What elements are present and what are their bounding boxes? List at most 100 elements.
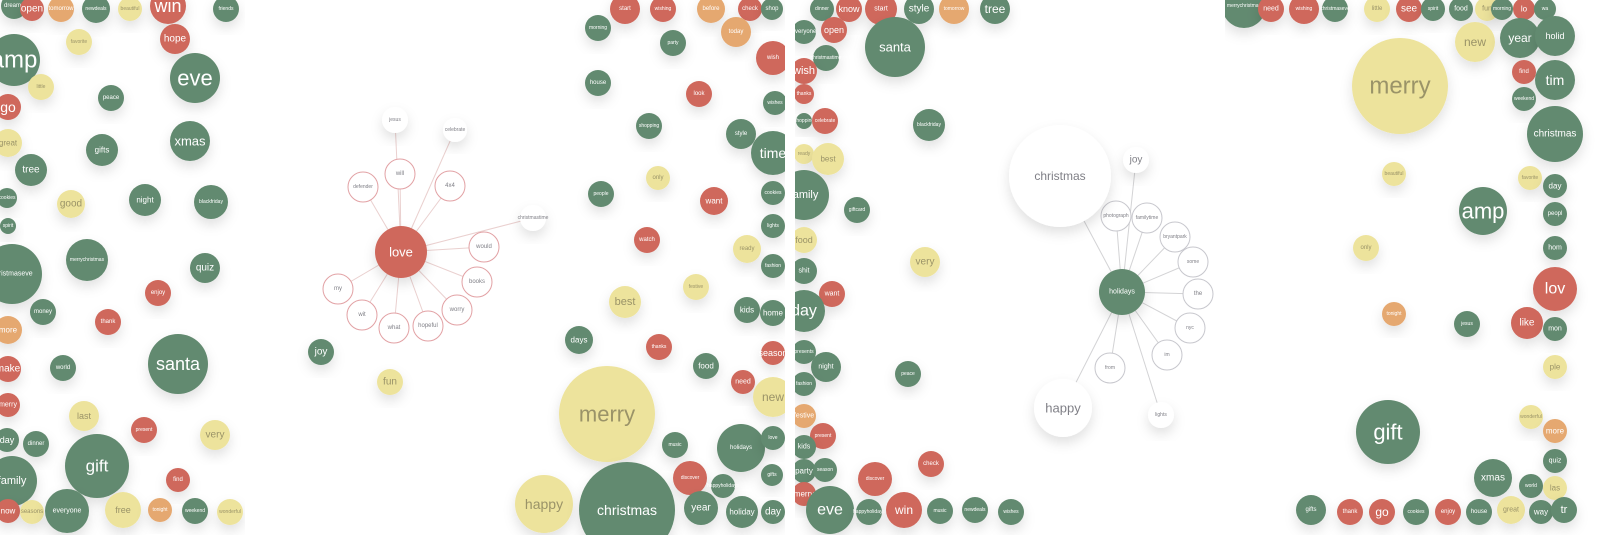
word-bubble-tonight[interactable]: tonight bbox=[148, 498, 172, 522]
word-bubble-hom[interactable]: hom bbox=[1543, 236, 1567, 260]
cluster-node-im[interactable]: im bbox=[1151, 339, 1183, 371]
word-bubble-enjoy[interactable]: enjoy bbox=[1435, 499, 1461, 525]
word-bubble-quiz[interactable]: quiz bbox=[1543, 449, 1567, 473]
word-bubble-party[interactable]: party bbox=[795, 459, 816, 483]
word-bubble-watch[interactable]: watch bbox=[634, 227, 660, 253]
word-bubble-little[interactable]: little bbox=[1364, 0, 1390, 22]
word-bubble-merrychristmas[interactable]: merrychristmas bbox=[66, 239, 108, 281]
word-bubble-win[interactable]: win bbox=[886, 492, 922, 528]
word-bubble-good[interactable]: good bbox=[57, 190, 85, 218]
word-bubble-style[interactable]: style bbox=[726, 119, 756, 149]
word-bubble-go[interactable]: go bbox=[1369, 499, 1395, 525]
cluster-node-lights[interactable]: lights bbox=[1148, 402, 1174, 428]
word-bubble-gifts[interactable]: gifts bbox=[86, 134, 118, 166]
word-bubble-last[interactable]: last bbox=[69, 401, 99, 431]
cluster-node-some[interactable]: some bbox=[1177, 246, 1209, 278]
word-bubble-present[interactable]: present bbox=[131, 417, 157, 443]
word-bubble-day[interactable]: day bbox=[0, 428, 19, 452]
word-bubble-go[interactable]: go bbox=[0, 94, 21, 120]
word-bubble-holiday[interactable]: holiday bbox=[726, 496, 758, 528]
word-bubble-fashion[interactable]: fashion bbox=[795, 372, 816, 396]
word-bubble-house[interactable]: house bbox=[585, 70, 611, 96]
word-bubble-best[interactable]: best bbox=[812, 143, 844, 175]
word-bubble-best[interactable]: best bbox=[609, 286, 641, 318]
word-bubble-joy[interactable]: joy bbox=[308, 339, 334, 365]
word-bubble-fun[interactable]: fun bbox=[377, 369, 403, 395]
word-bubble-season[interactable]: season bbox=[758, 341, 785, 365]
word-bubble-christmaseve[interactable]: christmaseve bbox=[0, 244, 42, 304]
word-bubble-happyholidays[interactable]: happyholidays bbox=[853, 499, 885, 525]
word-bubble-everyone[interactable]: everyone bbox=[795, 20, 817, 44]
word-bubble-only[interactable]: only bbox=[1353, 235, 1379, 261]
word-bubble-shit[interactable]: shit bbox=[795, 258, 817, 284]
word-bubble-gift[interactable]: gift bbox=[65, 434, 129, 498]
word-bubble-newdeals[interactable]: newdeals bbox=[82, 0, 110, 23]
word-bubble-days[interactable]: days bbox=[565, 326, 593, 354]
word-bubble-holid[interactable]: holid bbox=[1535, 16, 1575, 56]
word-bubble-need[interactable]: need bbox=[731, 370, 755, 394]
word-bubble-thanks[interactable]: thanks bbox=[795, 84, 814, 104]
cluster-node-4x4[interactable]: 4x4 bbox=[434, 170, 466, 202]
cluster-node-will[interactable]: will bbox=[384, 158, 416, 190]
word-bubble-happyholidays[interactable]: happyholidays bbox=[707, 474, 739, 498]
word-bubble-food[interactable]: food bbox=[1449, 0, 1473, 21]
word-bubble-see[interactable]: see bbox=[1396, 0, 1422, 22]
word-bubble-tree[interactable]: tree bbox=[15, 154, 47, 186]
word-bubble-find[interactable]: find bbox=[166, 468, 190, 492]
cluster-node-joy[interactable]: joy bbox=[1123, 147, 1149, 173]
word-bubble-jesus[interactable]: jesus bbox=[1454, 311, 1480, 337]
word-bubble-love[interactable]: love bbox=[761, 426, 785, 450]
word-bubble-merry[interactable]: merry bbox=[0, 393, 20, 417]
word-bubble-people[interactable]: people bbox=[588, 181, 614, 207]
word-bubble-time[interactable]: time bbox=[751, 131, 785, 175]
word-bubble-wishing[interactable]: wishing bbox=[1289, 0, 1319, 24]
cluster-node-books[interactable]: books bbox=[461, 266, 493, 298]
word-bubble-santa[interactable]: santa bbox=[865, 17, 925, 77]
word-bubble-shopping[interactable]: shopping bbox=[795, 113, 814, 129]
word-bubble-wonderful[interactable]: wonderful bbox=[217, 499, 243, 525]
cluster-node-christmas[interactable]: christmas bbox=[1009, 125, 1111, 227]
word-bubble-gifts[interactable]: gifts bbox=[761, 464, 783, 486]
word-bubble-very[interactable]: very bbox=[200, 420, 230, 450]
word-bubble-morning[interactable]: morning bbox=[585, 15, 611, 41]
word-bubble-food[interactable]: food bbox=[693, 353, 719, 379]
cluster-node-my[interactable]: my bbox=[322, 273, 354, 305]
word-bubble-very[interactable]: very bbox=[910, 247, 940, 277]
word-bubble-discover[interactable]: discover bbox=[673, 461, 707, 495]
word-bubble-ple[interactable]: ple bbox=[1543, 355, 1567, 379]
word-bubble-mon[interactable]: mon bbox=[1543, 317, 1567, 341]
cluster-node-bryantpark[interactable]: bryantpark bbox=[1159, 221, 1191, 253]
word-bubble-las[interactable]: las bbox=[1543, 476, 1567, 500]
word-bubble-weekend[interactable]: weekend bbox=[1512, 87, 1536, 111]
cluster-node-would[interactable]: would bbox=[468, 231, 500, 263]
word-bubble-hope[interactable]: hope bbox=[160, 24, 190, 54]
word-bubble-lights[interactable]: lights bbox=[761, 214, 785, 238]
word-bubble-tonight[interactable]: tonight bbox=[1382, 302, 1406, 326]
cluster-center-holidays[interactable]: holidays bbox=[1099, 269, 1145, 315]
word-bubble-everyone[interactable]: everyone bbox=[45, 489, 89, 533]
word-bubble-peace[interactable]: peace bbox=[98, 85, 124, 111]
word-bubble-house[interactable]: house bbox=[1466, 499, 1492, 525]
word-bubble-make[interactable]: make bbox=[0, 356, 21, 382]
word-bubble-festive[interactable]: festive bbox=[795, 404, 816, 428]
cluster-node-from[interactable]: from bbox=[1094, 352, 1126, 384]
word-bubble-peopl[interactable]: peopl bbox=[1543, 202, 1567, 226]
word-bubble-wishes[interactable]: wishes bbox=[998, 499, 1024, 525]
cluster-node-photograph[interactable]: photograph bbox=[1100, 200, 1132, 232]
word-bubble-tomorrow[interactable]: tomorrow bbox=[939, 0, 969, 24]
word-bubble-eve[interactable]: eve bbox=[170, 53, 220, 103]
word-bubble-kids[interactable]: kids bbox=[734, 297, 760, 323]
cluster-node-wit[interactable]: wit bbox=[346, 299, 378, 331]
word-bubble-thank[interactable]: thank bbox=[1337, 499, 1363, 525]
word-bubble-discover[interactable]: discover bbox=[858, 462, 892, 496]
word-bubble-quiz[interactable]: quiz bbox=[190, 253, 220, 283]
word-bubble-family[interactable]: family bbox=[0, 456, 37, 506]
word-bubble-blackfriday[interactable]: blackfriday bbox=[194, 185, 228, 219]
word-bubble-happy[interactable]: happy bbox=[515, 475, 573, 533]
word-bubble-beautiful[interactable]: beautiful bbox=[118, 0, 142, 21]
word-bubble-giftcard[interactable]: giftcard bbox=[844, 197, 870, 223]
word-bubble-festive[interactable]: festive bbox=[683, 274, 709, 300]
word-bubble-find[interactable]: find bbox=[1512, 60, 1536, 84]
word-bubble-spirit[interactable]: spirit bbox=[0, 218, 16, 234]
word-bubble-want[interactable]: want bbox=[700, 187, 728, 215]
